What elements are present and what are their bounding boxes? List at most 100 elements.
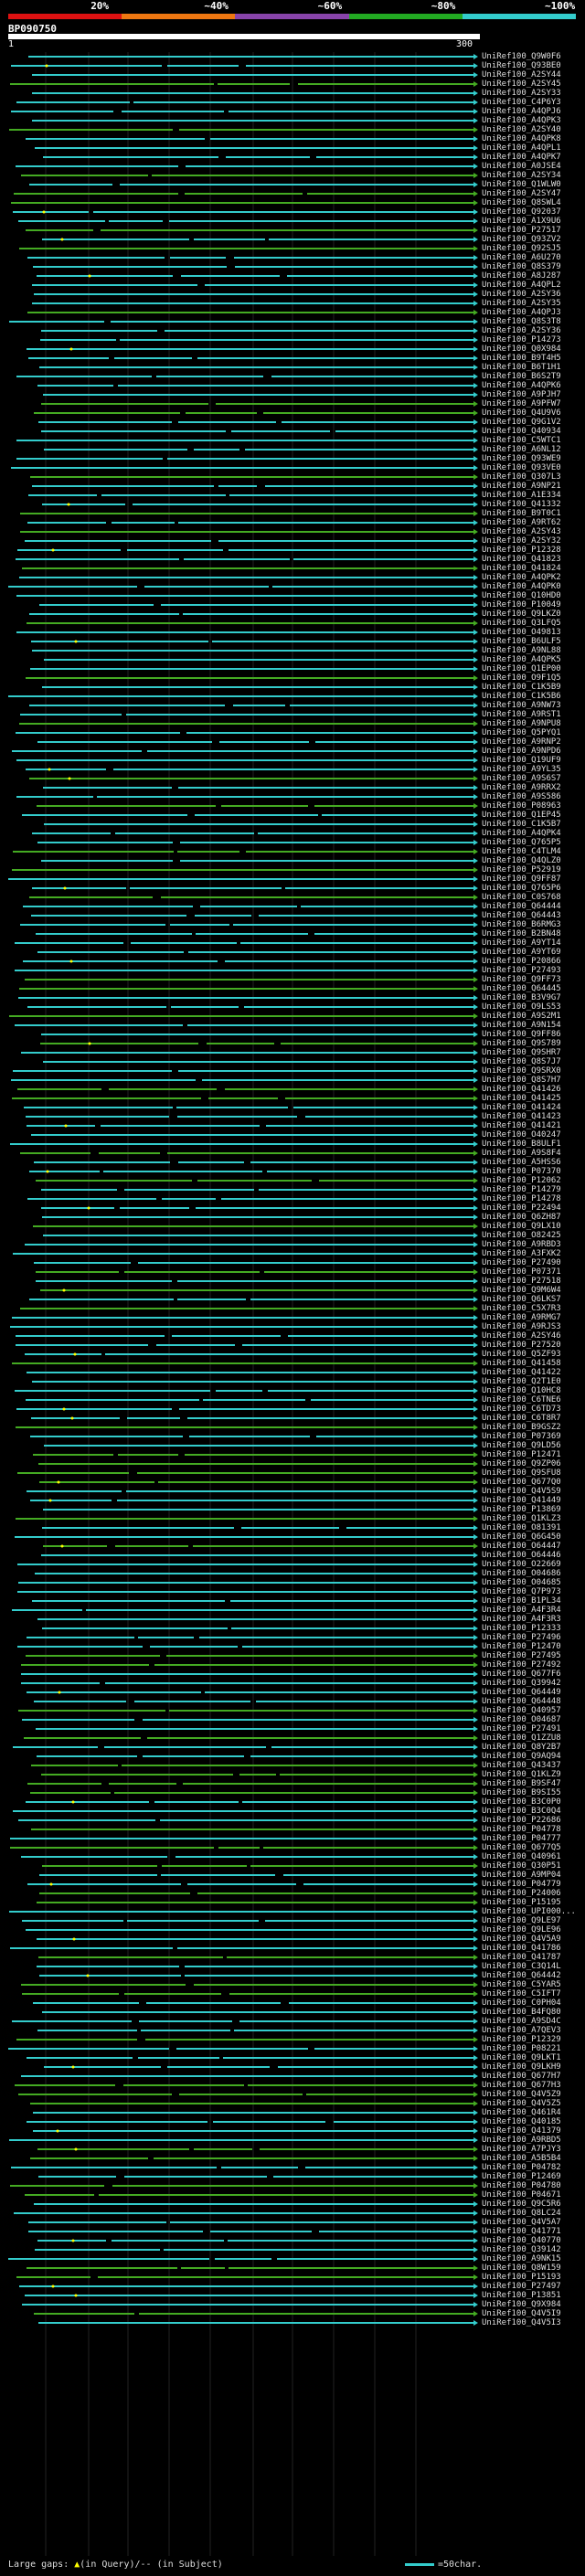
hit-link[interactable]: UniRef100_A1X9U6 [482,217,561,226]
hit-link[interactable]: UniRef100_Q1EP00 [482,664,561,673]
hit-link[interactable]: UniRef100_Q41823 [482,555,561,564]
hit-link[interactable]: UniRef100_A9RBD3 [482,1240,561,1249]
hit-link[interactable]: UniRef100_Q1KLZ3 [482,1514,561,1523]
hit-link[interactable]: UniRef100_A4F3R3 [482,1615,561,1624]
hit-link[interactable]: UniRef100_P27497 [482,2282,561,2291]
hit-link[interactable]: UniRef100_C4TLM4 [482,847,561,856]
hit-link[interactable]: UniRef100_A9S586 [482,792,561,801]
hit-link[interactable]: UniRef100_Q64445 [482,984,561,993]
hit-link[interactable]: UniRef100_A2SY32 [482,536,561,546]
hit-link[interactable]: UniRef100_Q677Q5 [482,1843,561,1852]
hit-link[interactable]: UniRef100_A9NPU8 [482,719,561,728]
hit-link[interactable]: UniRef100_P52919 [482,865,561,875]
hit-link[interactable]: UniRef100_A2SY34 [482,171,561,180]
hit-link[interactable]: UniRef100_O22669 [482,1560,561,1569]
hit-link[interactable]: UniRef100_C1K5B6 [482,692,561,701]
hit-link[interactable]: UniRef100_P27495 [482,1651,561,1660]
hit-link[interactable]: UniRef100_Q41771 [482,2227,561,2236]
hit-link[interactable]: UniRef100_P14273 [482,335,561,345]
hit-link[interactable]: UniRef100_Q461R4 [482,2108,561,2117]
hit-link[interactable]: UniRef100_A9RNP2 [482,737,561,747]
hit-link[interactable]: UniRef100_Q64443 [482,911,561,920]
hit-link[interactable]: UniRef100_P04779 [482,1880,561,1889]
hit-link[interactable]: UniRef100_C3Q14L [482,1962,561,1971]
hit-link[interactable]: UniRef100_Q9LE97 [482,1916,561,1925]
hit-link[interactable]: UniRef100_A4QPK3 [482,116,561,125]
hit-link[interactable]: UniRef100_A4QPK0 [482,582,561,591]
hit-link[interactable]: UniRef100_A4QPL2 [482,281,561,290]
hit-link[interactable]: UniRef100_Q677H7 [482,2072,561,2081]
hit-link[interactable]: UniRef100_Q8S7H7 [482,1076,561,1085]
hit-link[interactable]: UniRef100_A6NL12 [482,445,561,454]
hit-link[interactable]: UniRef100_Q9AQ94 [482,1752,561,1761]
hit-link[interactable]: UniRef100_A2SY35 [482,299,561,308]
hit-link[interactable]: UniRef100_A4QPK2 [482,573,561,582]
hit-link[interactable]: UniRef100_A2SY33 [482,89,561,98]
hit-link[interactable]: UniRef100_P12329 [482,2035,561,2044]
hit-link[interactable]: UniRef100_B9SI55 [482,1788,561,1797]
hit-link[interactable]: UniRef100_C5X7R3 [482,1304,561,1313]
hit-link[interactable]: UniRef100_Q9FF87 [482,875,561,884]
hit-link[interactable]: UniRef100_A2SY36 [482,326,561,335]
hit-link[interactable]: UniRef100_Q9X984 [482,2300,561,2309]
hit-link[interactable]: UniRef100_Q4QLZ0 [482,856,561,865]
hit-link[interactable]: UniRef100_B3C0Q4 [482,1807,561,1816]
hit-link[interactable]: UniRef100_A4QPK7 [482,153,561,162]
hit-link[interactable]: UniRef100_A9NL88 [482,646,561,655]
hit-link[interactable]: UniRef100_A2SY46 [482,1331,561,1341]
hit-link[interactable]: UniRef100_A9SD4C [482,2017,561,2026]
hit-link[interactable]: UniRef100_B9SF47 [482,1779,561,1788]
hit-link[interactable]: UniRef100_Q41824 [482,564,561,573]
hit-link[interactable]: UniRef100_A9YL35 [482,765,561,774]
hit-link[interactable]: UniRef100_A5B5B4 [482,2154,561,2163]
hit-link[interactable]: UniRef100_A5HSS6 [482,1158,561,1167]
hit-link[interactable]: UniRef100_Q40957 [482,1706,561,1715]
hit-link[interactable]: UniRef100_O9F1Q5 [482,673,561,683]
hit-link[interactable]: UniRef100_P07371 [482,1267,561,1277]
hit-link[interactable]: UniRef100_A7QEV3 [482,2026,561,2035]
hit-link[interactable]: UniRef100_Q39142 [482,2245,561,2254]
hit-link[interactable]: UniRef100_Q43437 [482,1761,561,1770]
hit-link[interactable]: UniRef100_B3C0P0 [482,1797,561,1807]
hit-link[interactable]: UniRef100_Q8SWL4 [482,198,561,207]
hit-link[interactable]: UniRef100_Q765P6 [482,884,561,893]
hit-link[interactable]: UniRef100_A9RRX2 [482,783,561,792]
hit-link[interactable]: UniRef100_C5WTC1 [482,436,561,445]
hit-link[interactable]: UniRef100_O82425 [482,1231,561,1240]
hit-link[interactable]: UniRef100_Q64442 [482,1971,561,1980]
hit-link[interactable]: UniRef100_Q4U9V6 [482,408,561,418]
hit-link[interactable]: UniRef100_O64446 [482,1551,561,1560]
hit-link[interactable]: UniRef100_Q4V5A7 [482,2218,561,2227]
hit-link[interactable]: UniRef100_A9PJH7 [482,390,561,399]
hit-link[interactable]: UniRef100_Q41449 [482,1496,561,1505]
hit-link[interactable]: UniRef100_A9RST1 [482,710,561,719]
hit-link[interactable]: UniRef100_P14278 [482,1194,561,1203]
hit-link[interactable]: UniRef100_Q9G1V2 [482,418,561,427]
hit-link[interactable]: UniRef100_P10049 [482,600,561,610]
hit-link[interactable]: UniRef100_A2SY43 [482,527,561,536]
hit-link[interactable]: UniRef100_A9NP21 [482,482,561,491]
hit-link[interactable]: UniRef100_Q9W0F6 [482,52,561,61]
hit-link[interactable]: UniRef100_A4QPK4 [482,829,561,838]
hit-link[interactable]: UniRef100_Q765P5 [482,838,561,847]
hit-link[interactable]: UniRef100_P04780 [482,2181,561,2190]
hit-link[interactable]: UniRef100_C0PH04 [482,1998,561,2008]
hit-link[interactable]: UniRef100_Q9C5R6 [482,2200,561,2209]
hit-link[interactable]: UniRef100_P12470 [482,1642,561,1651]
hit-link[interactable]: UniRef100_Q93VE0 [482,463,561,472]
hit-link[interactable]: UniRef100_C1K5B9 [482,683,561,692]
hit-link[interactable]: UniRef100_Q9LD56 [482,1441,561,1450]
hit-link[interactable]: UniRef100_B2BN48 [482,929,561,938]
hit-link[interactable]: UniRef100_A9S8F4 [482,1149,561,1158]
hit-link[interactable]: UniRef100_Q8W159 [482,2263,561,2273]
hit-link[interactable]: UniRef100_Q9FF86 [482,1030,561,1039]
hit-link[interactable]: UniRef100_Q41787 [482,1953,561,1962]
hit-link[interactable]: UniRef100_O64447 [482,1542,561,1551]
hit-link[interactable]: UniRef100_P15195 [482,1898,561,1907]
hit-link[interactable]: UniRef100_Q4V5Z5 [482,2099,561,2108]
hit-link[interactable]: UniRef100_Q9LKH9 [482,2062,561,2072]
hit-link[interactable]: UniRef100_Q5ZF93 [482,1350,561,1359]
hit-link[interactable]: UniRef100_O04685 [482,1578,561,1587]
hit-link[interactable]: UniRef100_Q41425 [482,1094,561,1103]
hit-link[interactable]: UniRef100_Q1ZZU8 [482,1733,561,1743]
